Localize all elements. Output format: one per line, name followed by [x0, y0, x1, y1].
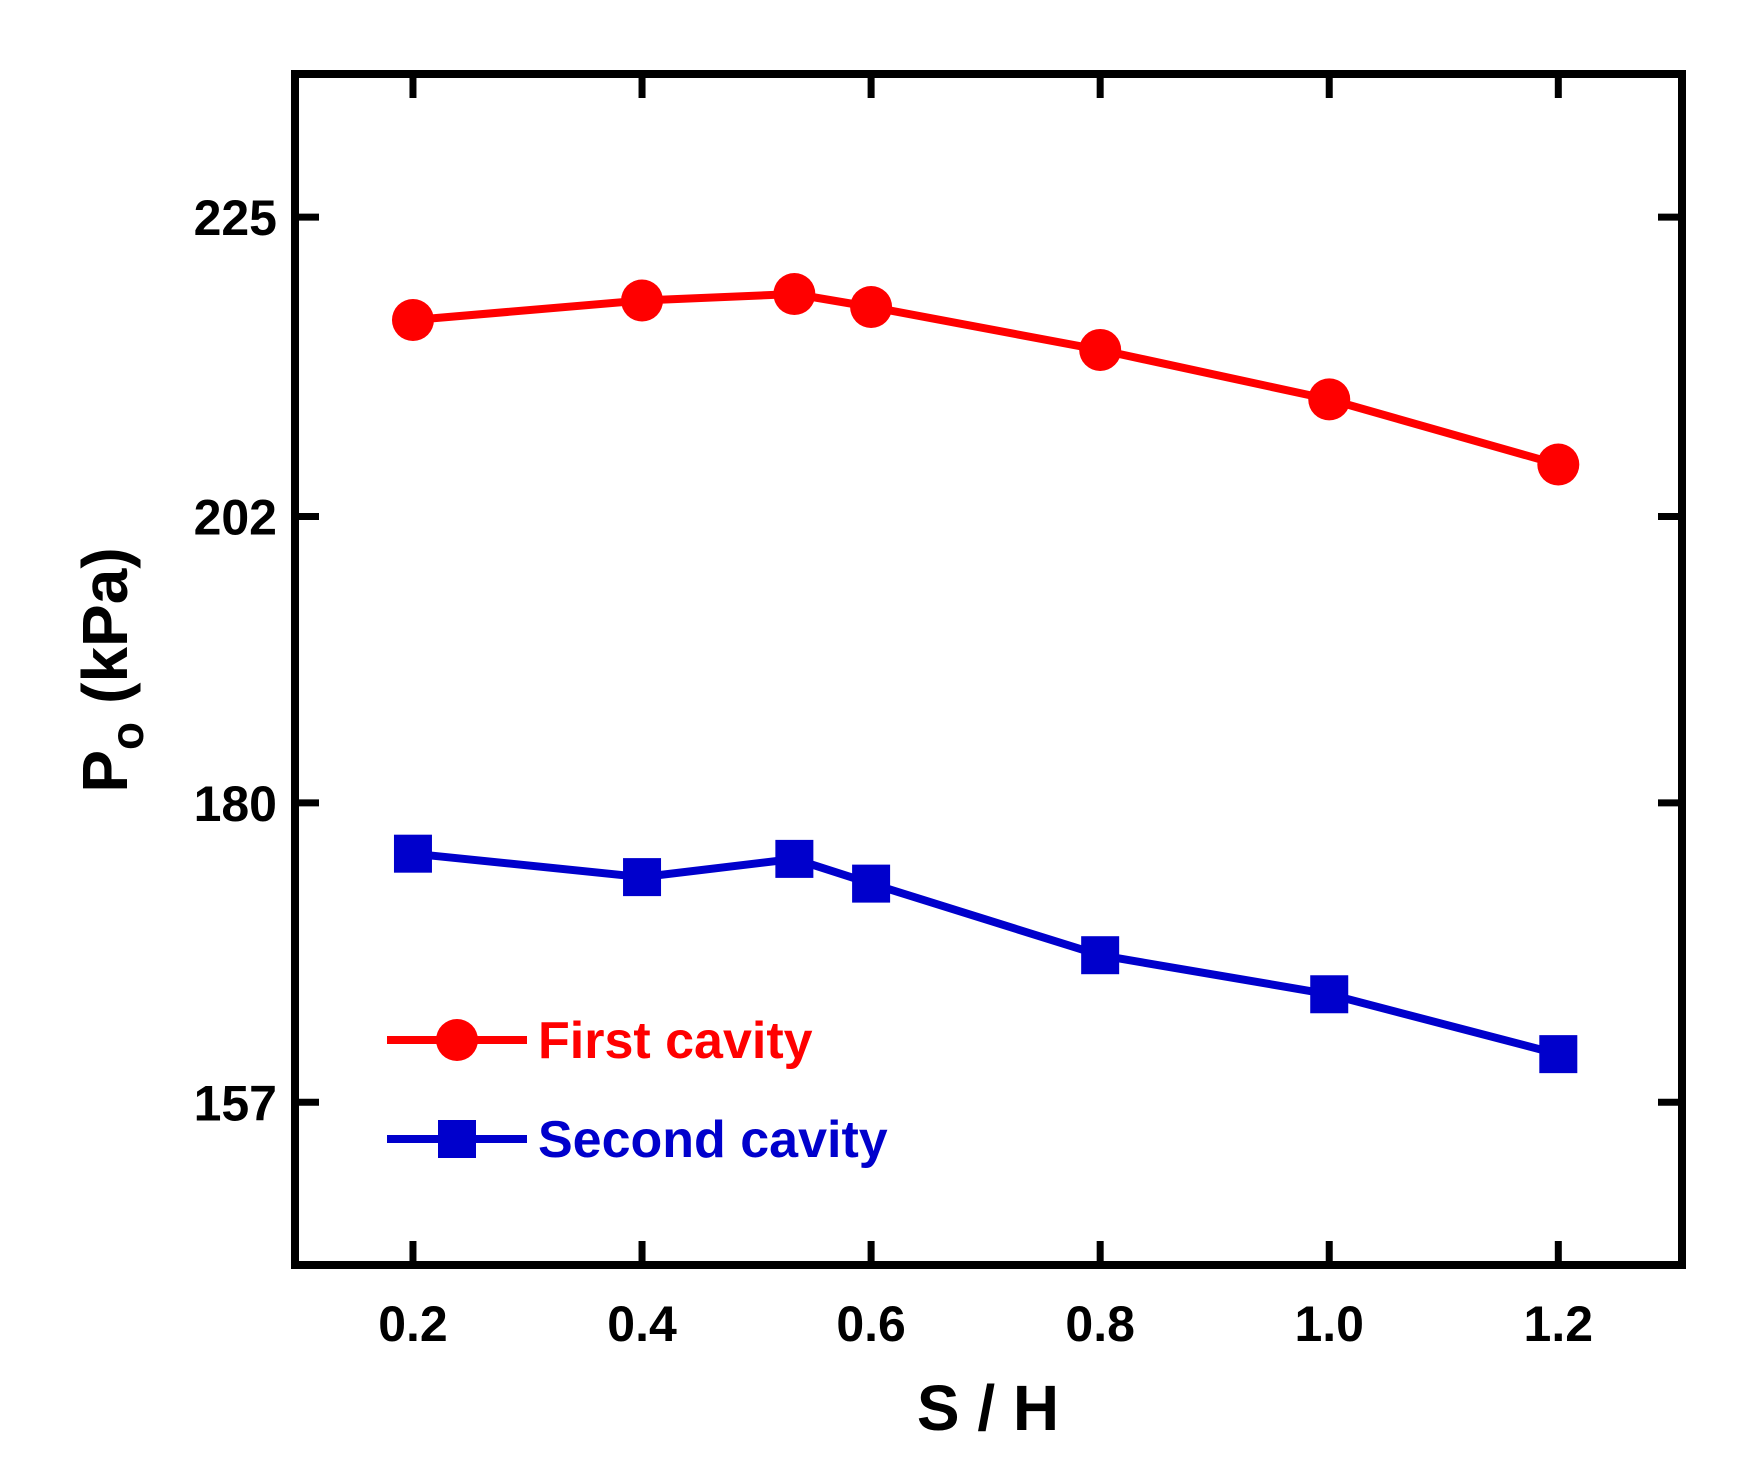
- x-tick-label: 1.0: [1294, 1296, 1364, 1352]
- series-layer: [391, 272, 1580, 1074]
- ticks-layer: 0.2 0.4 0.6 0.8 1.0 1.2 157 180 202 225: [194, 74, 1682, 1352]
- y-axis-title: Po (kPa): [69, 547, 153, 792]
- data-point-first-cavity: [621, 279, 664, 322]
- legend-marker: [436, 1019, 478, 1061]
- legend-item-first-cavity: First cavity: [387, 1012, 813, 1070]
- x-tick-label: 0.8: [1065, 1296, 1135, 1352]
- x-axis-title: S / H: [917, 1372, 1059, 1444]
- data-point-first-cavity: [773, 272, 816, 315]
- data-point-second-cavity: [393, 834, 432, 873]
- series-line-first-cavity: [412, 290, 1560, 469]
- data-point-second-cavity: [775, 839, 814, 878]
- y-tick-label: 157: [194, 1075, 277, 1131]
- y-axis-title-main: P: [69, 750, 141, 793]
- data-point-second-cavity: [1081, 936, 1120, 975]
- data-point-first-cavity: [1537, 443, 1580, 486]
- svg-text:Po(kPa): Po (kPa): [69, 547, 153, 792]
- data-point-second-cavity: [1310, 975, 1349, 1014]
- y-tick-label: 202: [194, 490, 277, 546]
- data-point-first-cavity: [850, 285, 893, 328]
- x-tick-label: 0.2: [378, 1296, 448, 1352]
- data-point-second-cavity: [623, 858, 662, 897]
- data-point-first-cavity: [391, 299, 434, 342]
- legend-item-second-cavity: Second cavity: [387, 1111, 888, 1169]
- legend-label: Second cavity: [538, 1111, 888, 1169]
- legend: First cavity Second cavity: [387, 1012, 888, 1169]
- series-second-cavity: [393, 834, 1578, 1074]
- y-axis-title-sub: o: [101, 722, 153, 750]
- x-tick-label: 0.4: [607, 1296, 677, 1352]
- x-tick-label: 1.2: [1524, 1296, 1594, 1352]
- data-point-second-cavity: [1539, 1035, 1578, 1074]
- data-point-first-cavity: [1308, 378, 1351, 421]
- y-tick-label: 225: [194, 190, 277, 246]
- plot-frame: [291, 70, 1686, 1269]
- y-tick-label: 180: [194, 776, 277, 832]
- series-first-cavity: [391, 272, 1580, 486]
- y-axis-title-unit: (kPa): [69, 547, 141, 704]
- legend-label: First cavity: [538, 1012, 813, 1070]
- legend-marker: [438, 1120, 476, 1158]
- data-point-second-cavity: [852, 864, 891, 903]
- x-tick-label: 0.6: [836, 1296, 906, 1352]
- data-point-first-cavity: [1079, 328, 1122, 371]
